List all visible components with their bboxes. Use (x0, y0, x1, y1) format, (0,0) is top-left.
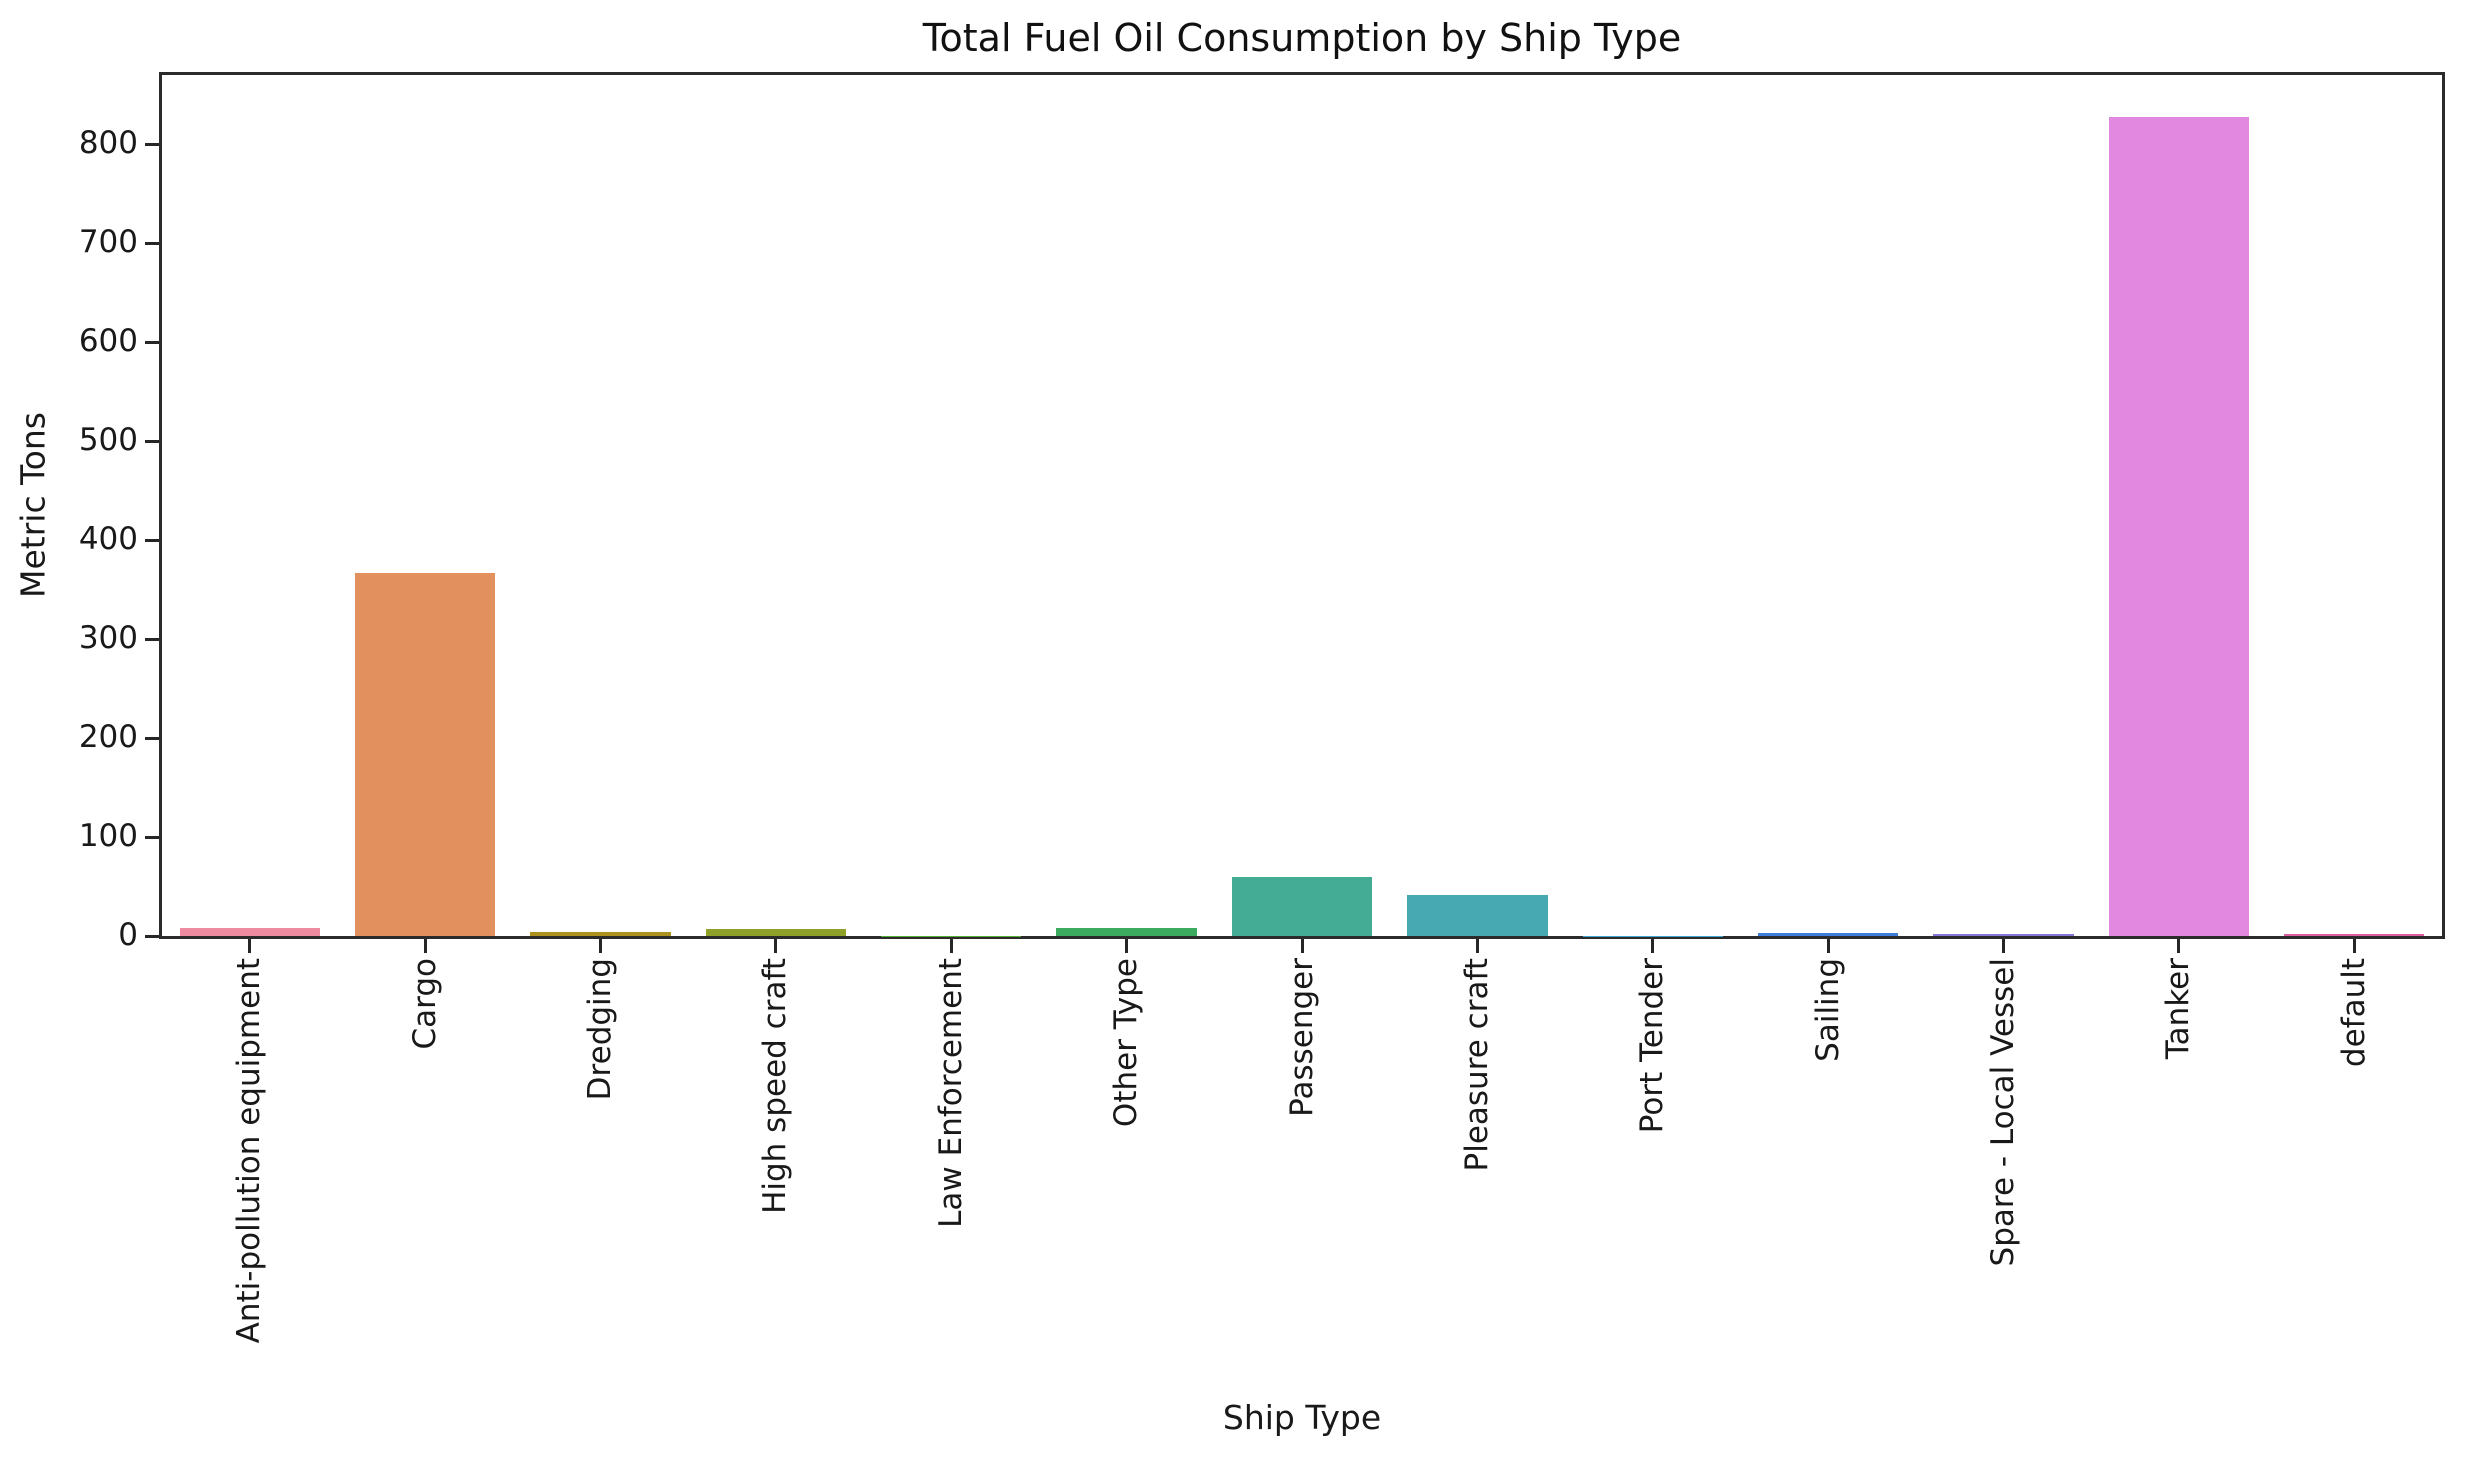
x-tick-label: Spare - Local Vessel (1985, 958, 2022, 1267)
x-tick-label: Pleasure craft (1458, 958, 1495, 1172)
bar-pleasure-craft (1407, 895, 1548, 936)
x-tick-mark (1125, 939, 1129, 953)
y-tick-mark (145, 241, 159, 245)
y-tick-mark (145, 538, 159, 542)
x-tick-label: High speed craft (757, 958, 794, 1214)
x-tick-mark (1651, 939, 1655, 953)
y-tick-mark (145, 637, 159, 641)
y-tick-mark (145, 736, 159, 740)
x-axis-label: Ship Type (1222, 1398, 1382, 1437)
x-tick-label: Passenger (1283, 958, 1320, 1117)
x-tick-label-wrap: Law Enforcement (863, 958, 1039, 1228)
bar-spare-local-vessel (1933, 934, 2074, 936)
x-tick-label: Law Enforcement (932, 958, 969, 1228)
y-tick-label: 500 (78, 422, 138, 459)
plot-area (162, 75, 2442, 936)
y-tick-label: 700 (78, 224, 138, 261)
x-tick-label: Dredging (581, 958, 618, 1101)
x-tick-mark (598, 939, 602, 953)
x-tick-mark (248, 939, 252, 953)
x-tick-mark (1300, 939, 1304, 953)
y-tick-label: 400 (78, 521, 138, 558)
x-tick-label: Anti-pollution equipment (231, 958, 268, 1344)
bar-tanker (2108, 116, 2250, 936)
x-tick-label-wrap: Dredging (512, 958, 688, 1100)
x-tick-label-wrap: default (2266, 958, 2442, 1067)
y-tick-label: 800 (78, 125, 138, 162)
bar-sailing (1758, 933, 1899, 936)
plot-frame (159, 72, 2445, 939)
x-tick-mark (1826, 939, 1830, 953)
x-tick-mark (949, 939, 953, 953)
x-tick-mark (1475, 939, 1479, 953)
bar-default (2284, 934, 2425, 936)
x-tick-label: Cargo (406, 958, 443, 1050)
y-tick-mark (145, 142, 159, 146)
y-tick-mark (145, 835, 159, 839)
x-tick-mark (423, 939, 427, 953)
y-tick-label: 0 (118, 917, 138, 953)
x-tick-mark (2352, 939, 2356, 953)
x-tick-label-wrap: Pleasure craft (1389, 958, 1565, 1171)
bar-passenger (1231, 876, 1373, 936)
x-tick-label: Tanker (2160, 958, 2197, 1060)
bar-anti-pollution-equipment (179, 928, 320, 936)
bar-cargo (354, 572, 496, 936)
x-tick-label-wrap: Tanker (2091, 958, 2267, 1059)
y-tick-mark (145, 934, 159, 938)
bar-other-type (1056, 928, 1197, 936)
x-tick-mark (774, 939, 778, 953)
x-tick-label-wrap: Passenger (1214, 958, 1390, 1117)
y-tick-label: 300 (78, 620, 138, 657)
x-tick-label-wrap: Spare - Local Vessel (1916, 958, 2092, 1266)
bar-high-speed-craft (705, 929, 846, 936)
x-tick-mark (2002, 939, 2006, 953)
y-tick-label: 100 (78, 818, 138, 855)
y-tick-label: 200 (78, 719, 138, 756)
x-tick-label: Port Tender (1634, 958, 1671, 1134)
y-tick-mark (145, 340, 159, 344)
x-tick-mark (2177, 939, 2181, 953)
x-tick-label-wrap: Cargo (337, 958, 513, 1050)
x-tick-label: default (2335, 958, 2372, 1068)
x-tick-label-wrap: Sailing (1740, 958, 1916, 1062)
x-tick-label: Sailing (1809, 958, 1846, 1062)
x-tick-label-wrap: Anti-pollution equipment (162, 958, 338, 1343)
chart-title: Total Fuel Oil Consumption by Ship Type (922, 16, 1682, 60)
x-tick-label: Other Type (1108, 958, 1145, 1128)
x-tick-label-wrap: Port Tender (1565, 958, 1741, 1133)
y-tick-label: 600 (78, 323, 138, 360)
y-tick-mark (145, 439, 159, 443)
bar-dredging (530, 932, 671, 936)
x-tick-label-wrap: Other Type (1039, 958, 1215, 1127)
x-tick-label-wrap: High speed craft (688, 958, 864, 1214)
